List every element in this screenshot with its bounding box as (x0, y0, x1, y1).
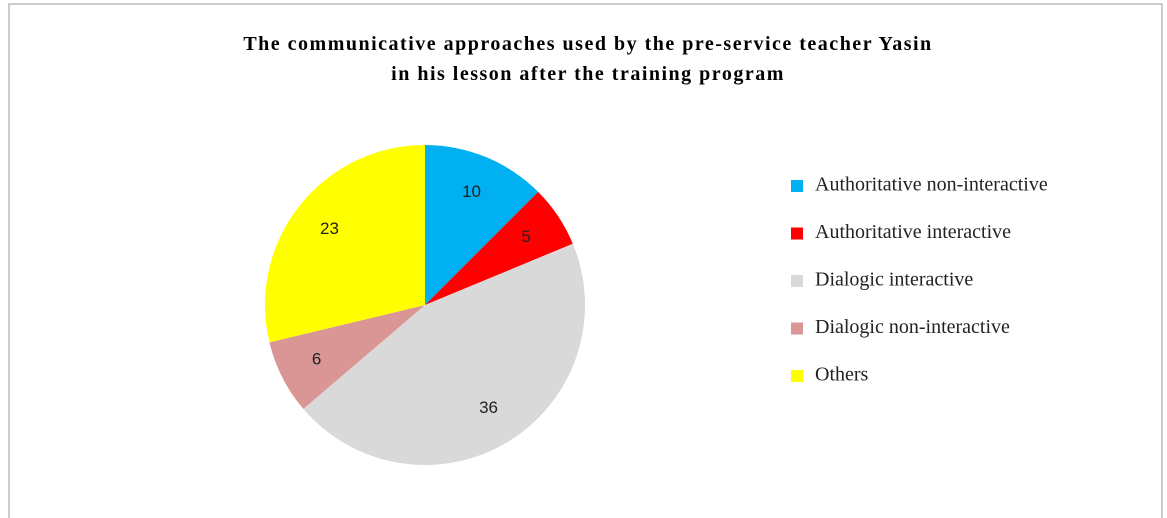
pie-slice (303, 243, 585, 466)
chart-title: in his lesson after the training program (391, 63, 785, 85)
legend-swatch (791, 275, 803, 287)
pie-slice (269, 305, 425, 409)
pie-slice (265, 145, 425, 343)
data-label: 10 (462, 182, 481, 201)
legend-label: Others (815, 364, 869, 386)
data-label: 6 (312, 350, 321, 369)
legend-swatch (791, 370, 803, 382)
legend-label: Dialogic interactive (815, 269, 973, 291)
data-label: 5 (521, 227, 530, 246)
chart-frame (8, 3, 1163, 518)
data-label: 36 (479, 398, 498, 417)
legend-label: Authoritative non-interactive (815, 174, 1048, 196)
legend-swatch (791, 322, 803, 335)
legend-swatch (791, 180, 803, 192)
legend-label: Authoritative interactive (815, 221, 1011, 243)
legend-label: Dialogic non-interactive (815, 316, 1010, 338)
data-label: 23 (320, 219, 339, 238)
pie-slice (425, 191, 573, 305)
chart-title: The communicative approaches used by the… (243, 33, 932, 55)
pie-slice (425, 145, 539, 305)
legend-swatch (791, 227, 803, 240)
